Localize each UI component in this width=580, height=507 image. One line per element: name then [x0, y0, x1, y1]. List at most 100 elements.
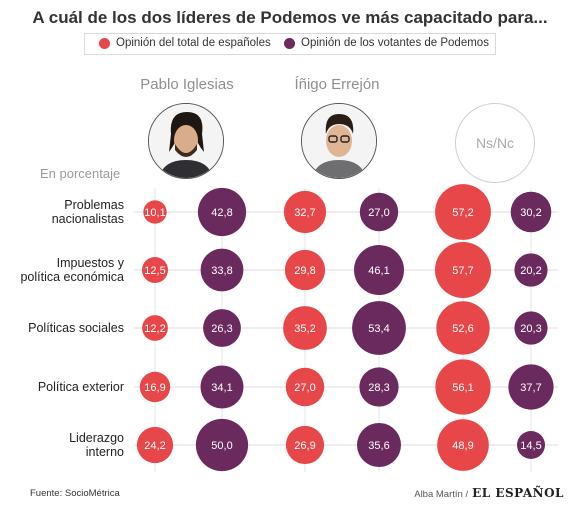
chart-subtitle: En porcentaje: [40, 166, 121, 181]
bubble-value-label: 35,6: [368, 440, 389, 452]
bubble: 56,1: [435, 359, 491, 415]
bubble-value-label: 20,2: [520, 265, 541, 277]
bubble: 10,1: [143, 200, 167, 224]
legend-dot-general: [99, 37, 110, 49]
bubble-circle: [200, 365, 244, 409]
bubble-value-label: 26,3: [211, 323, 232, 335]
row-label-line: política económica: [20, 270, 124, 284]
row-label-line: Problemas: [64, 198, 124, 212]
bubble: 12,5: [142, 257, 168, 283]
bubble-value-label: 14,5: [520, 440, 541, 452]
bubble: 12,2: [142, 315, 168, 341]
bubble-value-label: 42,8: [211, 207, 232, 219]
bubble-circle: [143, 200, 167, 224]
bubble-circle: [508, 364, 554, 410]
bubble-value-label: 32,7: [294, 207, 315, 219]
bubble-circle: [200, 248, 244, 292]
bubble: 33,8: [200, 248, 244, 292]
row-label-line: Política exterior: [37, 380, 124, 394]
author: Alba Martín /: [414, 489, 469, 500]
bubble: 57,7: [435, 242, 491, 298]
bubble-value-label: 56,1: [452, 382, 473, 394]
bubble: 20,3: [514, 311, 548, 345]
bubble: 30,2: [510, 191, 552, 233]
legend-dot-podemos: [284, 37, 295, 49]
bubble-circle: [136, 426, 174, 464]
bubble-circle: [359, 192, 399, 232]
bubble-value-label: 37,7: [520, 382, 541, 394]
bubble: 16,9: [139, 371, 171, 403]
bubble: 32,7: [283, 190, 327, 234]
bubble: 42,8: [197, 187, 247, 237]
bubble: 57,2: [435, 184, 491, 240]
row-label-line: interno: [85, 445, 124, 459]
bubble-circle: [510, 191, 552, 233]
portrait-iglesias-image: [149, 104, 223, 178]
bubble-circle: [435, 242, 491, 298]
bubble: 53,4: [352, 301, 406, 355]
legend-item-general: Opinión del total de españoles: [99, 37, 271, 49]
bubble-circle: [359, 367, 399, 407]
bubble-circle: [352, 301, 406, 355]
bubble: 29,8: [284, 249, 326, 291]
bubble-value-label: 57,7: [452, 265, 473, 277]
brand-logo: EL ESPAÑOL: [472, 486, 564, 500]
portrait-iglesias: [148, 103, 224, 179]
bubble-value-label: 34,1: [211, 382, 232, 394]
bubble-circle: [517, 431, 545, 459]
column-header-nsnc: Ns/Nc: [455, 103, 535, 183]
bubble-value-label: 29,8: [294, 265, 315, 277]
legend-label-podemos: Opinión de los votantes de Podemos: [301, 37, 489, 49]
bubble-circle: [436, 301, 490, 355]
legend-item-podemos: Opinión de los votantes de Podemos: [284, 37, 489, 49]
bubble-value-label: 20,3: [520, 323, 541, 335]
bubble-value-label: 50,0: [211, 440, 232, 452]
row-label-line: Liderazgo: [69, 431, 124, 445]
bubble-value-label: 35,2: [294, 323, 315, 335]
bubble-circle: [197, 187, 247, 237]
bubble: 37,7: [508, 364, 554, 410]
bubble: 28,3: [359, 367, 399, 407]
bubble-value-label: 26,9: [294, 440, 315, 452]
bubble: 24,2: [136, 426, 174, 464]
bubble-circle: [142, 315, 168, 341]
bubble-value-label: 33,8: [211, 265, 232, 277]
bubble-value-label: 30,2: [520, 207, 541, 219]
bubble: 27,0: [359, 192, 399, 232]
bubble-value-label: 12,2: [144, 323, 165, 335]
bubble-circle: [437, 419, 489, 471]
bubble: 20,2: [514, 253, 548, 287]
bubble: 35,6: [357, 423, 401, 467]
bubble: 26,9: [285, 425, 325, 465]
bubble-circle: [285, 367, 325, 407]
row-label: Política exterior: [0, 380, 124, 394]
bubble-circle: [203, 309, 241, 347]
credit: Alba Martín / EL ESPAÑOL: [414, 486, 564, 500]
source-note: Fuente: SocioMétrica: [30, 488, 120, 499]
bubble-value-label: 53,4: [368, 323, 389, 335]
bubble-circle: [195, 418, 249, 472]
bubble-circle: [284, 249, 326, 291]
bubble-value-label: 27,0: [368, 207, 389, 219]
bubble-value-label: 52,6: [452, 323, 473, 335]
bubble-value-label: 27,0: [294, 382, 315, 394]
row-label-line: nacionalistas: [51, 212, 124, 226]
row-label-line: Impuestos y: [56, 256, 124, 270]
bubble-value-label: 48,9: [452, 440, 473, 452]
bubble-value-label: 16,9: [144, 382, 165, 394]
bubble-value-label: 28,3: [368, 382, 389, 394]
row-label: Liderazgo interno: [0, 431, 124, 459]
column-header-iglesias: Pablo Iglesias: [140, 76, 234, 93]
bubble-value-label: 46,1: [368, 265, 389, 277]
bubble: 34,1: [200, 365, 244, 409]
bubble-circle: [139, 371, 171, 403]
bubble-circle: [435, 184, 491, 240]
bubble-circle: [514, 311, 548, 345]
bubble: 52,6: [436, 301, 490, 355]
row-label: Políticas sociales: [0, 321, 124, 335]
row-label-line: Políticas sociales: [28, 321, 124, 335]
column-header-errejon: Íñigo Errejón: [294, 76, 380, 93]
bubble-circle: [283, 190, 327, 234]
bubble: 26,3: [203, 309, 241, 347]
